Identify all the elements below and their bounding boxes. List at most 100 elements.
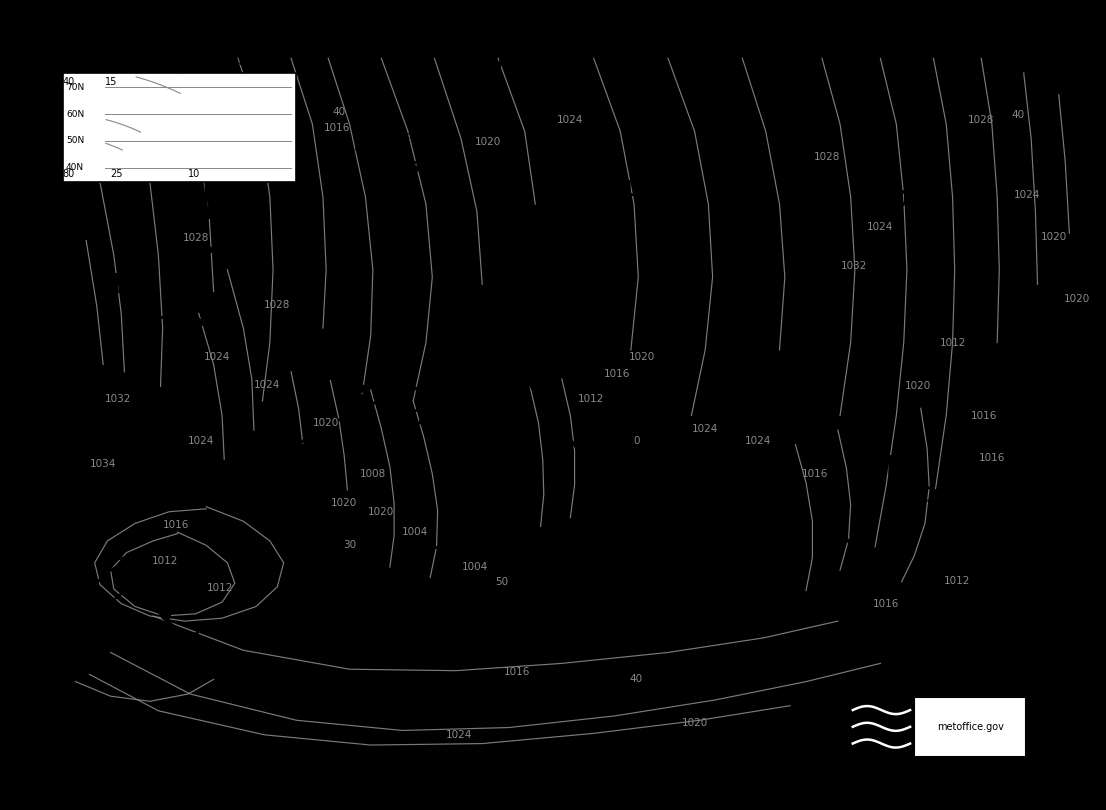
Text: 1016: 1016 xyxy=(164,520,189,530)
Polygon shape xyxy=(727,679,740,690)
Polygon shape xyxy=(204,134,216,147)
Text: 1024: 1024 xyxy=(557,115,584,126)
Text: 40: 40 xyxy=(1012,110,1025,120)
Text: 1016: 1016 xyxy=(873,599,899,608)
Text: 15: 15 xyxy=(105,76,117,87)
Polygon shape xyxy=(507,49,521,61)
Text: 70N: 70N xyxy=(66,83,84,92)
Polygon shape xyxy=(487,292,500,305)
Text: H: H xyxy=(353,130,374,156)
Text: 1020: 1020 xyxy=(1041,232,1066,242)
Text: 1020: 1020 xyxy=(331,498,357,508)
Text: 0: 0 xyxy=(633,436,639,446)
Polygon shape xyxy=(719,616,732,628)
Polygon shape xyxy=(866,582,878,595)
Polygon shape xyxy=(393,700,407,711)
Text: 1024: 1024 xyxy=(692,424,719,433)
Text: L: L xyxy=(109,540,126,566)
Polygon shape xyxy=(102,565,112,575)
Polygon shape xyxy=(149,586,160,596)
Text: ×: × xyxy=(401,131,410,141)
Text: 10: 10 xyxy=(188,168,200,178)
Text: 1016: 1016 xyxy=(324,122,349,133)
Polygon shape xyxy=(468,704,481,714)
Text: 1018: 1018 xyxy=(122,304,180,323)
Text: 1020: 1020 xyxy=(681,718,708,728)
Polygon shape xyxy=(834,516,846,527)
Polygon shape xyxy=(314,426,328,437)
Text: 1030: 1030 xyxy=(244,450,302,469)
Text: 1020: 1020 xyxy=(1064,294,1089,304)
Polygon shape xyxy=(357,385,371,396)
Polygon shape xyxy=(217,650,229,663)
Polygon shape xyxy=(186,632,198,644)
Polygon shape xyxy=(284,679,296,691)
Polygon shape xyxy=(564,125,572,138)
Text: ×: × xyxy=(77,394,86,403)
Text: 1004: 1004 xyxy=(461,562,488,572)
Text: ×: × xyxy=(980,608,989,617)
Text: 1024: 1024 xyxy=(188,436,215,446)
Polygon shape xyxy=(542,703,555,714)
Polygon shape xyxy=(127,582,137,592)
Text: 1016: 1016 xyxy=(504,667,531,677)
Text: L: L xyxy=(472,288,489,313)
Text: 1012: 1012 xyxy=(207,582,233,593)
Text: 1007: 1007 xyxy=(945,637,1003,658)
Polygon shape xyxy=(654,692,667,702)
Polygon shape xyxy=(356,696,369,707)
Text: 25: 25 xyxy=(111,168,123,178)
Polygon shape xyxy=(199,279,211,292)
Text: L: L xyxy=(933,607,950,633)
Text: 1013: 1013 xyxy=(897,486,956,505)
Text: 40N: 40N xyxy=(66,163,84,173)
Polygon shape xyxy=(435,398,447,410)
Text: 50N: 50N xyxy=(66,136,84,146)
Polygon shape xyxy=(676,465,688,478)
Text: 1020: 1020 xyxy=(628,352,655,362)
Text: 1001: 1001 xyxy=(483,318,541,338)
Text: 1034: 1034 xyxy=(881,190,939,211)
Text: H: H xyxy=(29,393,51,419)
Polygon shape xyxy=(553,416,566,428)
Text: 1024: 1024 xyxy=(1014,190,1040,200)
Text: 1028: 1028 xyxy=(143,132,169,142)
Text: H: H xyxy=(867,160,889,185)
Polygon shape xyxy=(348,408,363,419)
Text: in kt for 4.0 hPa intervals: in kt for 4.0 hPa intervals xyxy=(114,57,254,67)
Polygon shape xyxy=(206,170,218,184)
Text: 1028: 1028 xyxy=(968,115,994,126)
Text: 1016: 1016 xyxy=(620,180,679,199)
Polygon shape xyxy=(575,445,589,457)
Text: 1039: 1039 xyxy=(42,424,101,444)
Polygon shape xyxy=(550,160,563,173)
Text: L: L xyxy=(111,273,127,299)
Polygon shape xyxy=(669,561,684,573)
Polygon shape xyxy=(531,386,544,398)
Text: 1020: 1020 xyxy=(474,137,501,147)
Polygon shape xyxy=(424,382,439,391)
Polygon shape xyxy=(763,671,776,682)
Polygon shape xyxy=(682,356,695,369)
Polygon shape xyxy=(542,61,555,70)
Text: L: L xyxy=(371,378,387,404)
Text: 998: 998 xyxy=(69,696,113,716)
Text: 1020: 1020 xyxy=(905,382,930,391)
Text: 1028: 1028 xyxy=(182,232,209,243)
Text: 60N: 60N xyxy=(66,109,84,119)
Polygon shape xyxy=(250,667,262,678)
Text: 1001: 1001 xyxy=(382,409,440,429)
Text: 1028: 1028 xyxy=(814,151,841,162)
Text: 1012: 1012 xyxy=(939,338,966,347)
Text: 1024: 1024 xyxy=(204,352,230,362)
Text: 1016: 1016 xyxy=(979,453,1005,463)
Text: 1028: 1028 xyxy=(264,300,291,309)
Polygon shape xyxy=(505,704,519,714)
Bar xyxy=(63,73,296,182)
Polygon shape xyxy=(538,193,549,205)
Polygon shape xyxy=(599,473,613,485)
Text: ×: × xyxy=(279,420,289,429)
Text: 50: 50 xyxy=(494,577,508,586)
Polygon shape xyxy=(678,428,690,441)
Text: 1016: 1016 xyxy=(802,469,827,479)
